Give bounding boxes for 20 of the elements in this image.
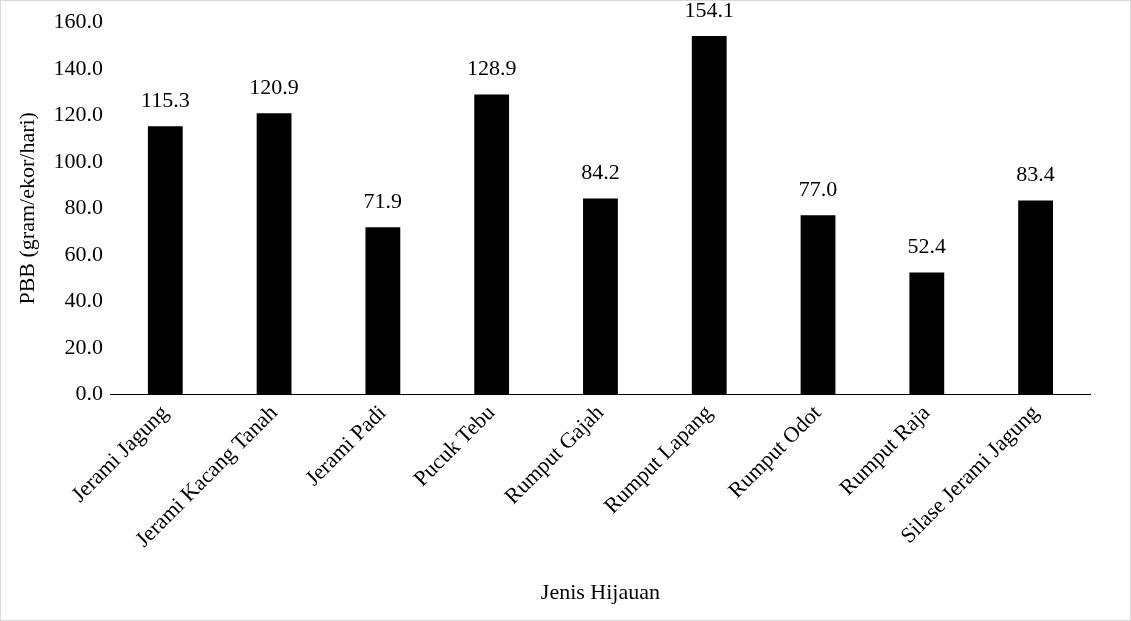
y-tick-label: 140.0 [53,54,103,80]
y-tick-label: 40.0 [64,287,103,313]
data-label: 115.3 [140,86,190,112]
data-label: 52.4 [907,233,947,259]
y-axis-title: PBB (gram/ekor/hari) [13,112,39,305]
data-label: 71.9 [363,187,403,213]
data-label: 84.2 [581,159,620,185]
y-tick-label: 60.0 [64,240,103,266]
y-tick-label: 80.0 [64,194,103,220]
data-label: 154.1 [684,0,734,22]
data-label: 77.0 [798,176,838,202]
y-tick-label: 120.0 [53,101,103,127]
y-tick-label: 100.0 [53,147,103,173]
data-label: 83.4 [1016,161,1055,187]
y-tick-label: 160.0 [53,7,103,33]
data-label: 120.9 [249,73,299,99]
x-axis-title: Jenis Hijauan [540,578,661,604]
y-tick-label: 0.0 [75,380,103,406]
y-tick-label: 20.0 [64,333,103,359]
data-label: 128.9 [466,55,517,81]
